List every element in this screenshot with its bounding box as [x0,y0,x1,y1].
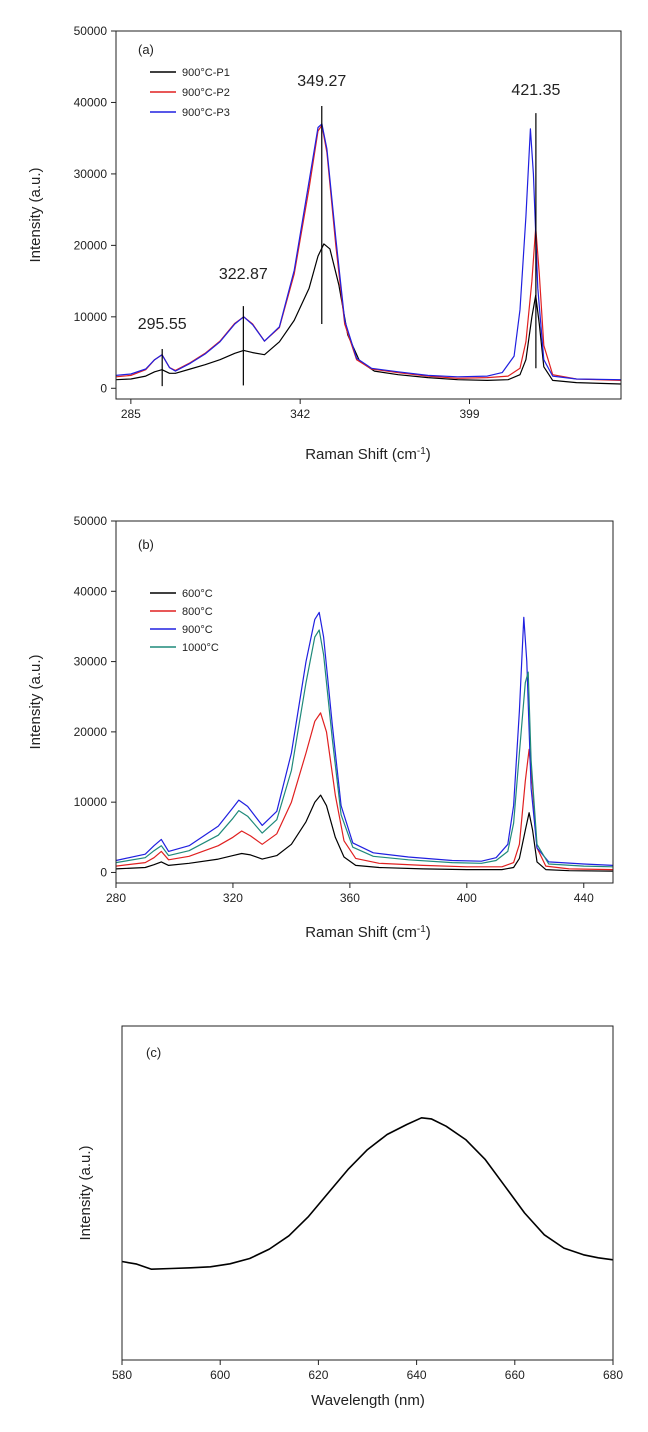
y-tick-label-b-0: 0 [100,865,107,879]
x-tick-label-c-2: 620 [308,1368,328,1382]
peak-label-3: 349.27 [297,73,346,90]
x-tick-label-b-3: 400 [457,891,477,905]
series-line-b-3 [115,611,614,866]
x-tick-label-a-2: 399 [459,407,479,421]
x-tick-label-c-4: 660 [505,1368,525,1382]
y-tick-label-b-4: 40000 [74,584,108,598]
annotation-layer-a: 295.55 322.87 349.27 421.35 [138,73,560,387]
chart-panel-a: 285 342 399 0 10000 20000 30000 40000 50000 295.… [27,24,622,464]
series-layer-b [115,611,614,872]
series-layer-a [115,123,622,385]
x-axis-label-b: Raman Shift (cm-1) [305,924,431,942]
x-tick-label-c-3: 640 [407,1368,427,1382]
series-line-c-1 [121,1117,614,1270]
y-axis-label-b: Intensity (a.u.) [27,654,44,749]
y-tick-label-b-3: 30000 [74,655,108,669]
y-tick-label-a-4: 40000 [74,95,108,109]
chart-panel-b: 280 320 360 400 440 0 10000 20000 30000 40000 5000… [27,514,614,942]
legend-label-b-3: 900°C [182,624,213,636]
series-line-b-2 [115,712,614,871]
x-axis-label-c: Wavelength (nm) [311,1392,425,1409]
plot-frame-a [115,30,622,400]
y-tick-label-a-5: 50000 [74,24,108,38]
x-axis-label-a-main: Raman Shift (cm [305,446,417,463]
peak-label-1: 295.55 [138,316,187,333]
chart-panel-c: 580 600 620 640 660 680 (c) Wavelength (nm) I… [77,1025,623,1409]
legend-b: 600°C 800°C 900°C 1000°C [150,588,219,654]
panel-label-c: (c) [146,1045,161,1060]
series-line-b-4 [115,629,614,868]
panel-label-b: (b) [138,537,154,552]
plot-frame-b [115,520,614,884]
y-axis-label-a: Intensity (a.u.) [27,167,44,262]
ticks-layer-b: 280 320 360 400 440 0 10000 20000 30000 40000 5000… [74,514,594,905]
y-tick-label-a-2: 20000 [74,238,108,252]
legend-label-b-1: 600°C [182,588,213,600]
x-axis-label-a: Raman Shift (cm-1) [305,446,431,464]
ticks-layer-a: 285 342 399 0 10000 20000 30000 40000 50000 [74,24,480,421]
peak-label-4: 421.35 [511,82,560,99]
x-tick-label-c-0: 580 [112,1368,132,1382]
y-axis-label-c: Intensity (a.u.) [77,1145,94,1240]
series-layer-c [121,1117,614,1270]
x-tick-label-a-1: 342 [290,407,310,421]
y-tick-label-a-0: 0 [100,381,107,395]
series-line-a-3 [115,123,622,381]
y-tick-label-b-2: 20000 [74,725,108,739]
x-tick-label-b-4: 440 [574,891,594,905]
x-tick-label-c-5: 680 [603,1368,623,1382]
x-axis-label-a-sup: -1 [417,446,426,457]
legend-label-b-4: 1000°C [182,642,219,654]
x-axis-label-a-end: ) [426,446,431,463]
plot-frame-c [121,1025,614,1361]
legend-label-a-1: 900°C-P1 [182,67,230,79]
peak-label-2: 322.87 [219,266,268,283]
legend-label-a-3: 900°C-P3 [182,107,230,119]
series-line-b-1 [115,794,614,872]
series-line-a-2 [115,124,622,381]
x-tick-label-a-0: 285 [121,407,141,421]
y-tick-label-a-1: 10000 [74,310,108,324]
x-tick-label-b-1: 320 [223,891,243,905]
ticks-layer-c: 580 600 620 640 660 680 [112,1360,623,1382]
x-axis-label-b-main: Raman Shift (cm [305,924,417,941]
legend-label-b-2: 800°C [182,606,213,618]
series-line-a-1 [115,243,622,385]
y-tick-label-a-3: 30000 [74,167,108,181]
x-tick-label-c-1: 600 [210,1368,230,1382]
panel-label-a: (a) [138,42,154,57]
x-axis-label-b-end: ) [426,924,431,941]
y-tick-label-b-5: 50000 [74,514,108,528]
x-axis-label-b-sup: -1 [417,924,426,935]
legend-a: 900°C-P1 900°C-P2 900°C-P3 [150,67,230,119]
x-tick-label-b-0: 280 [106,891,126,905]
legend-label-a-2: 900°C-P2 [182,87,230,99]
x-tick-label-b-2: 360 [340,891,360,905]
y-tick-label-b-1: 10000 [74,795,108,809]
